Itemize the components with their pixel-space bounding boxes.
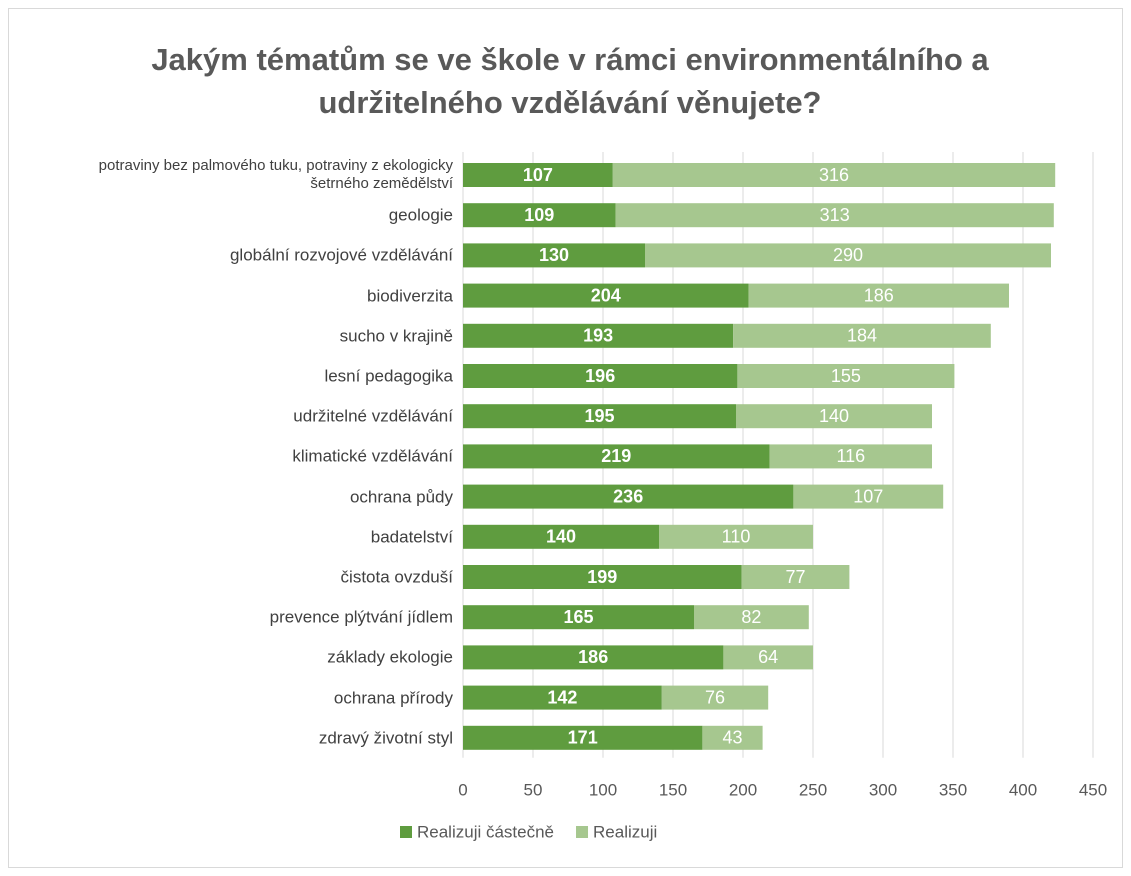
data-label: 64 bbox=[758, 647, 778, 667]
data-label: 199 bbox=[587, 567, 617, 587]
bar-segment bbox=[702, 725, 763, 750]
bar-segment bbox=[463, 283, 749, 308]
bar-segment bbox=[463, 565, 742, 589]
y-tick-label: základy ekologie bbox=[327, 647, 453, 667]
data-label: 109 bbox=[524, 205, 554, 225]
data-label: 219 bbox=[601, 446, 631, 466]
bar-segment bbox=[463, 725, 703, 750]
bar-segment bbox=[645, 243, 1051, 268]
data-label: 107 bbox=[523, 165, 553, 185]
bar-segment bbox=[659, 524, 813, 549]
x-tick-label: 0 bbox=[458, 780, 467, 799]
y-tick-label: udržitelné vzdělávání bbox=[293, 406, 453, 426]
bar-segment bbox=[463, 163, 613, 187]
data-label: 165 bbox=[563, 607, 593, 627]
x-tick-label: 50 bbox=[524, 780, 543, 799]
y-tick-label: globální rozvojové vzdělávání bbox=[229, 245, 453, 265]
data-label: 82 bbox=[741, 607, 761, 627]
y-tick-label: ochrana půdy bbox=[349, 487, 453, 507]
x-tick-label: 450 bbox=[1079, 780, 1107, 799]
x-tick-label: 200 bbox=[729, 780, 757, 799]
bar-segment bbox=[612, 163, 1056, 187]
y-tick-label: čistota ovzduší bbox=[340, 567, 453, 587]
data-label: 43 bbox=[722, 728, 742, 748]
bar-segment bbox=[723, 645, 813, 670]
y-tick-label: klimatické vzdělávání bbox=[292, 446, 453, 466]
bar-segment bbox=[748, 283, 1009, 308]
bar-segment bbox=[694, 605, 809, 630]
bar-segment bbox=[463, 484, 794, 509]
bar-segment bbox=[733, 323, 991, 348]
data-label: 316 bbox=[819, 165, 849, 185]
bar-segment bbox=[463, 685, 662, 710]
data-label: 76 bbox=[705, 687, 725, 707]
y-tick-label: geologie bbox=[388, 205, 453, 225]
data-label: 116 bbox=[836, 446, 865, 466]
bar-segment bbox=[463, 364, 738, 388]
x-tick-label: 400 bbox=[1009, 780, 1037, 799]
bar-segment bbox=[463, 524, 659, 549]
y-tick-label: ochrana přírody bbox=[333, 688, 453, 708]
y-tick-label: badatelství bbox=[370, 527, 453, 547]
data-label: 186 bbox=[864, 285, 894, 305]
bar-segment bbox=[661, 685, 769, 710]
bar-segment bbox=[769, 444, 932, 469]
bar-segment bbox=[736, 404, 932, 429]
x-tick-label: 150 bbox=[659, 780, 687, 799]
bar-segment bbox=[737, 364, 955, 388]
data-label: 140 bbox=[546, 527, 576, 547]
data-label: 130 bbox=[539, 245, 569, 265]
legend-swatch bbox=[400, 826, 412, 838]
y-tick-label: biodiverzita bbox=[367, 286, 453, 306]
data-label: 195 bbox=[584, 406, 614, 426]
bar-segment bbox=[463, 404, 736, 429]
x-tick-label: 100 bbox=[589, 780, 617, 799]
data-label: 171 bbox=[568, 728, 598, 748]
data-label: 204 bbox=[591, 285, 621, 305]
bar-segment bbox=[463, 243, 645, 268]
bar-segment bbox=[463, 605, 694, 630]
bar-segment bbox=[463, 444, 770, 469]
x-tick-label: 250 bbox=[799, 780, 827, 799]
data-label: 236 bbox=[613, 486, 643, 506]
bar-segment bbox=[463, 645, 724, 670]
data-label: 193 bbox=[583, 326, 613, 346]
bar-segment bbox=[463, 323, 734, 348]
data-label: 140 bbox=[819, 406, 849, 426]
bar-segment bbox=[463, 203, 616, 228]
bar-segment bbox=[793, 484, 944, 509]
data-label: 184 bbox=[847, 326, 877, 346]
y-tick-label: sucho v krajině bbox=[339, 326, 453, 346]
data-label: 186 bbox=[578, 647, 608, 667]
data-label: 290 bbox=[833, 245, 863, 265]
data-label: 107 bbox=[853, 486, 883, 506]
bar-segment bbox=[741, 565, 850, 589]
chart-border bbox=[8, 8, 1123, 868]
y-tick-label: potraviny bez palmového tuku, potraviny … bbox=[98, 157, 453, 192]
data-label: 196 bbox=[585, 366, 615, 386]
x-tick-label: 350 bbox=[939, 780, 967, 799]
legend-swatch bbox=[576, 826, 589, 838]
data-label: 313 bbox=[820, 205, 850, 225]
legend-label: Realizuji částečně bbox=[417, 822, 554, 841]
y-tick-label: lesní pedagogika bbox=[324, 366, 453, 386]
x-tick-label: 300 bbox=[869, 780, 897, 799]
bar-segment bbox=[615, 203, 1054, 228]
data-label: 77 bbox=[785, 567, 805, 587]
chart-title: Jakým tématům se ve škole v rámci enviro… bbox=[151, 42, 989, 120]
legend-label: Realizuji bbox=[593, 822, 657, 841]
data-label: 155 bbox=[831, 366, 861, 386]
y-tick-label: zdravý životní styl bbox=[318, 728, 453, 748]
data-label: 110 bbox=[722, 527, 751, 547]
data-label: 142 bbox=[547, 687, 577, 707]
y-tick-label: prevence plýtvání jídlem bbox=[269, 607, 453, 627]
